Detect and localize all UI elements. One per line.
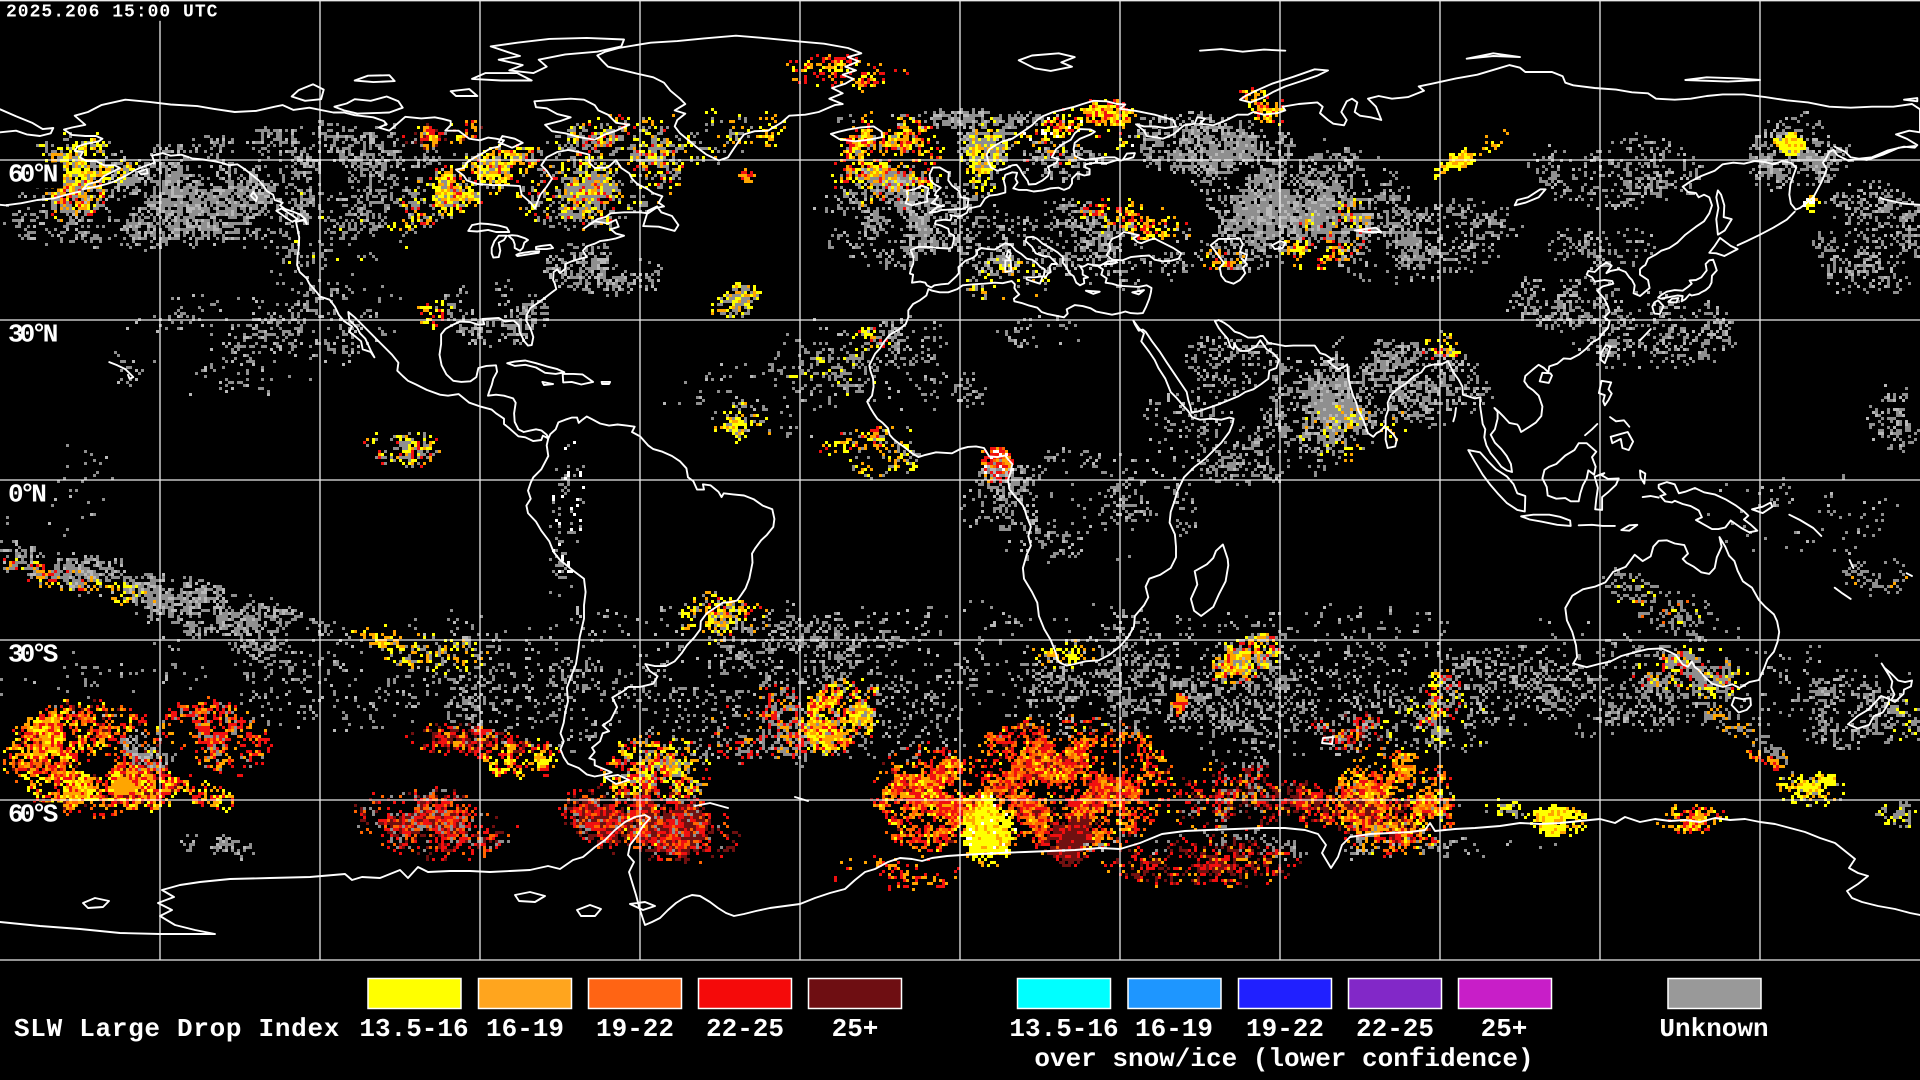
svg-text:30°S: 30°S [8, 640, 58, 670]
svg-text:13.5-16: 13.5-16 [1009, 1014, 1118, 1044]
svg-text:16-19: 16-19 [1135, 1014, 1213, 1044]
svg-text:22-25: 22-25 [706, 1014, 784, 1044]
svg-text:22-25: 22-25 [1356, 1014, 1434, 1044]
svg-text:16-19: 16-19 [486, 1014, 564, 1044]
svg-text:Unknown: Unknown [1659, 1014, 1768, 1044]
svg-text:60°S: 60°S [8, 800, 58, 830]
svg-text:19-22: 19-22 [1246, 1014, 1324, 1044]
svg-text:30°N: 30°N [8, 320, 57, 350]
svg-text:over snow/ice (lower confidenc: over snow/ice (lower confidence) [1034, 1044, 1533, 1074]
svg-text:0°N: 0°N [8, 480, 45, 510]
svg-text:19-22: 19-22 [596, 1014, 674, 1044]
svg-text:2025.206 15:00 UTC: 2025.206 15:00 UTC [6, 3, 218, 23]
svg-text:SLW Large Drop Index: SLW Large Drop Index [14, 1014, 340, 1044]
svg-text:13.5-16: 13.5-16 [359, 1014, 468, 1044]
svg-text:25+: 25+ [832, 1014, 879, 1044]
svg-text:25+: 25+ [1481, 1014, 1528, 1044]
svg-text:60°N: 60°N [8, 160, 57, 190]
